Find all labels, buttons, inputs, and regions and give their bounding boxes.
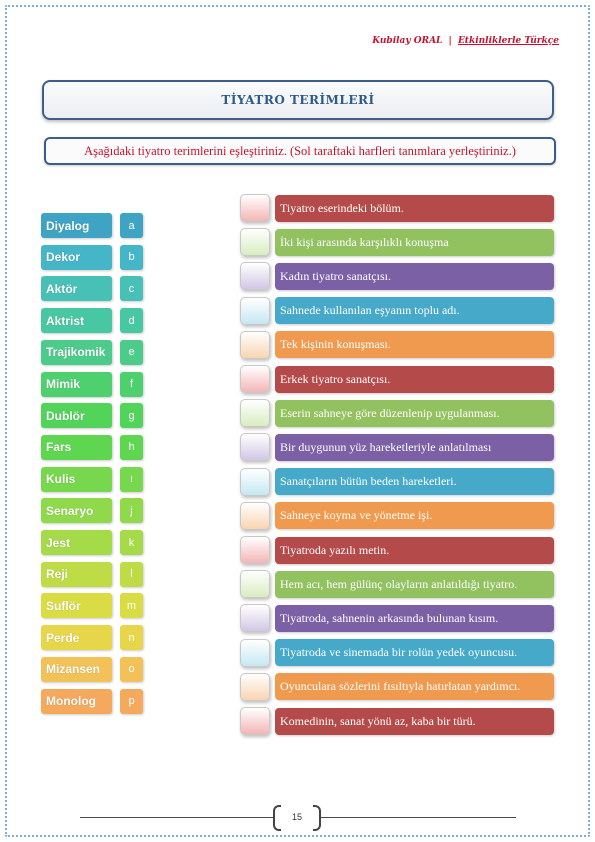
header-separator: | xyxy=(448,36,452,46)
definition-text: Tiyatroda yazılı metin. xyxy=(275,536,554,564)
page-header: Kubilay ORAL | Etkinliklerle Türkçe xyxy=(372,36,559,46)
term-letter: l xyxy=(120,561,143,587)
term-label: Aktrist xyxy=(41,308,112,334)
term-label: Dekor xyxy=(41,244,112,270)
answer-box[interactable] xyxy=(240,296,270,325)
term-letter: g xyxy=(120,403,143,429)
header-subtitle: Etkinliklerle Türkçe xyxy=(457,36,559,46)
answer-box[interactable] xyxy=(240,330,270,359)
instruction-box: Aşağıdaki tiyatro terimlerini eşleştirin… xyxy=(44,137,556,165)
definition-text: Bir duygunun yüz hareketleriyle anlatılm… xyxy=(275,433,554,461)
term-letter: b xyxy=(120,244,143,270)
page-number-text: 15 xyxy=(291,812,302,822)
definition-text: Kadın tiyatro sanatçısı. xyxy=(275,262,554,290)
page-title: TİYATRO TERİMLERİ xyxy=(221,93,375,107)
definition-text: Erkek tiyatro sanatçısı. xyxy=(275,365,554,393)
term-label: Aktör xyxy=(41,276,112,302)
answer-box[interactable] xyxy=(240,638,270,667)
term-letter: f xyxy=(120,371,143,397)
definition-text: Komedinin, sanat yönü az, kaba bir türü. xyxy=(275,707,554,735)
term-label: Reji xyxy=(41,561,112,587)
term-letter: m xyxy=(120,593,143,619)
definition-text: Sahnede kullanılan eşyanın toplu adı. xyxy=(275,297,554,325)
term-label: Mimik xyxy=(41,371,112,397)
page-number: 15 xyxy=(273,805,321,831)
term-letter: k xyxy=(120,530,143,555)
answer-box[interactable] xyxy=(240,194,270,222)
answer-box[interactable] xyxy=(240,501,270,530)
term-letter: ı xyxy=(120,466,143,492)
title-box: TİYATRO TERİMLERİ xyxy=(42,80,554,120)
term-label: Dublör xyxy=(41,403,112,429)
definition-text: İki kişi arasında karşılıklı konuşma xyxy=(275,228,554,256)
author-name: Kubilay ORAL xyxy=(372,36,443,46)
term-letter: h xyxy=(120,434,143,460)
term-label: Monolog xyxy=(41,688,112,714)
term-label: Perde xyxy=(41,625,112,651)
definition-text: Oyunculara sözlerini fısıltıyla hatırlat… xyxy=(275,673,554,701)
term-letter: n xyxy=(120,625,143,651)
term-label: Jest xyxy=(41,530,112,555)
definition-text: Tiyatroda ve sinemada bir rolün yedek oy… xyxy=(275,639,554,667)
term-letter: j xyxy=(120,498,143,524)
term-label: Senaryo xyxy=(41,498,112,524)
answer-box[interactable] xyxy=(240,228,270,257)
term-label: Fars xyxy=(41,434,112,460)
answer-box[interactable] xyxy=(240,570,270,599)
definition-text: Hem acı, hem gülünç olayların anlatıldığ… xyxy=(275,570,554,598)
term-letter: e xyxy=(120,339,143,365)
answer-box[interactable] xyxy=(240,365,270,393)
definition-text: Tiyatroda, sahnenin arkasında bulunan kı… xyxy=(275,604,554,632)
definition-text: Sanatçıların bütün beden hareketleri. xyxy=(275,468,554,496)
footer-line-left xyxy=(80,817,273,818)
definition-text: Tiyatro eserindeki bölüm. xyxy=(275,194,554,222)
term-label: Trajikomik xyxy=(41,339,112,365)
answer-box[interactable] xyxy=(240,604,270,633)
term-letter: a xyxy=(120,213,143,238)
answer-box[interactable] xyxy=(240,672,270,701)
definition-text: Tek kişinin konuşması. xyxy=(275,331,554,359)
answer-box[interactable] xyxy=(240,536,270,564)
term-letter: c xyxy=(120,276,143,302)
definition-text: Sahneye koyma ve yönetme işi. xyxy=(275,502,554,530)
answer-box[interactable] xyxy=(240,262,270,291)
definition-text: Eserin sahneye göre düzenlenip uygulanma… xyxy=(275,399,554,427)
term-label: Diyalog xyxy=(41,213,112,238)
term-label: Mizansen xyxy=(41,656,112,682)
term-letter: o xyxy=(120,656,143,682)
answer-box[interactable] xyxy=(240,467,270,496)
term-label: Kulis xyxy=(41,466,112,492)
answer-box[interactable] xyxy=(240,399,270,428)
footer-line-right xyxy=(321,817,516,818)
instruction-text: Aşağıdaki tiyatro terimlerini eşleştirin… xyxy=(84,143,516,158)
answer-box[interactable] xyxy=(240,707,270,735)
term-label: Suflör xyxy=(41,593,112,619)
answer-box[interactable] xyxy=(240,433,270,462)
term-letter: p xyxy=(120,688,143,714)
term-letter: d xyxy=(120,308,143,334)
